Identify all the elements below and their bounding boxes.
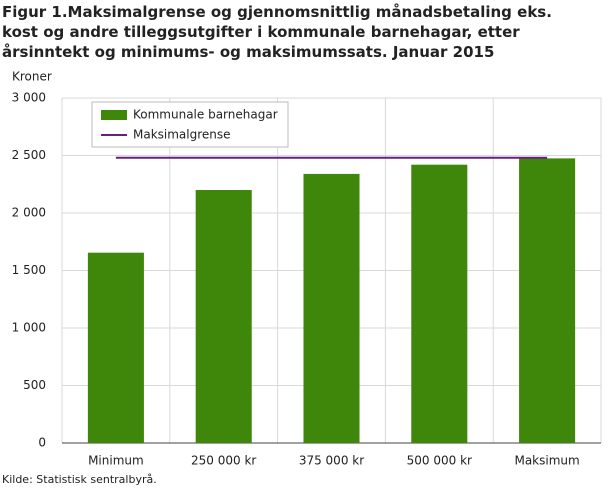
bar bbox=[519, 158, 576, 443]
x-tick-label: 375 000 kr bbox=[299, 454, 364, 468]
bar bbox=[195, 190, 252, 443]
y-tick-label: 2 000 bbox=[12, 206, 46, 220]
x-tick-label: Minimum bbox=[88, 454, 144, 468]
bar bbox=[87, 252, 144, 443]
legend-swatch bbox=[101, 110, 127, 120]
bar bbox=[303, 173, 360, 443]
bar bbox=[411, 164, 468, 443]
x-tick-label: 500 000 kr bbox=[407, 454, 472, 468]
y-tick-label: 500 bbox=[23, 378, 46, 392]
source: Kilde: Statistisk sentralbyrå. bbox=[2, 473, 157, 486]
y-tick-label: 1 000 bbox=[12, 321, 46, 335]
y-tick-label: 0 bbox=[38, 436, 46, 450]
y-tick-label: 3 000 bbox=[12, 91, 46, 105]
chart-title: Figur 1.Maksimalgrense og gjennomsnittli… bbox=[2, 3, 552, 61]
x-tick-label: 250 000 kr bbox=[191, 454, 256, 468]
legend-box bbox=[91, 101, 289, 148]
x-tick-label: Maksimum bbox=[514, 454, 579, 468]
y-tick-label: 2 500 bbox=[12, 148, 46, 162]
y-axis-label: Kroner bbox=[12, 70, 52, 84]
y-tick-label: 1 500 bbox=[12, 263, 46, 277]
legend-label: Kommunale barnehagar bbox=[133, 108, 278, 122]
legend-label: Maksimalgrense bbox=[133, 128, 231, 142]
